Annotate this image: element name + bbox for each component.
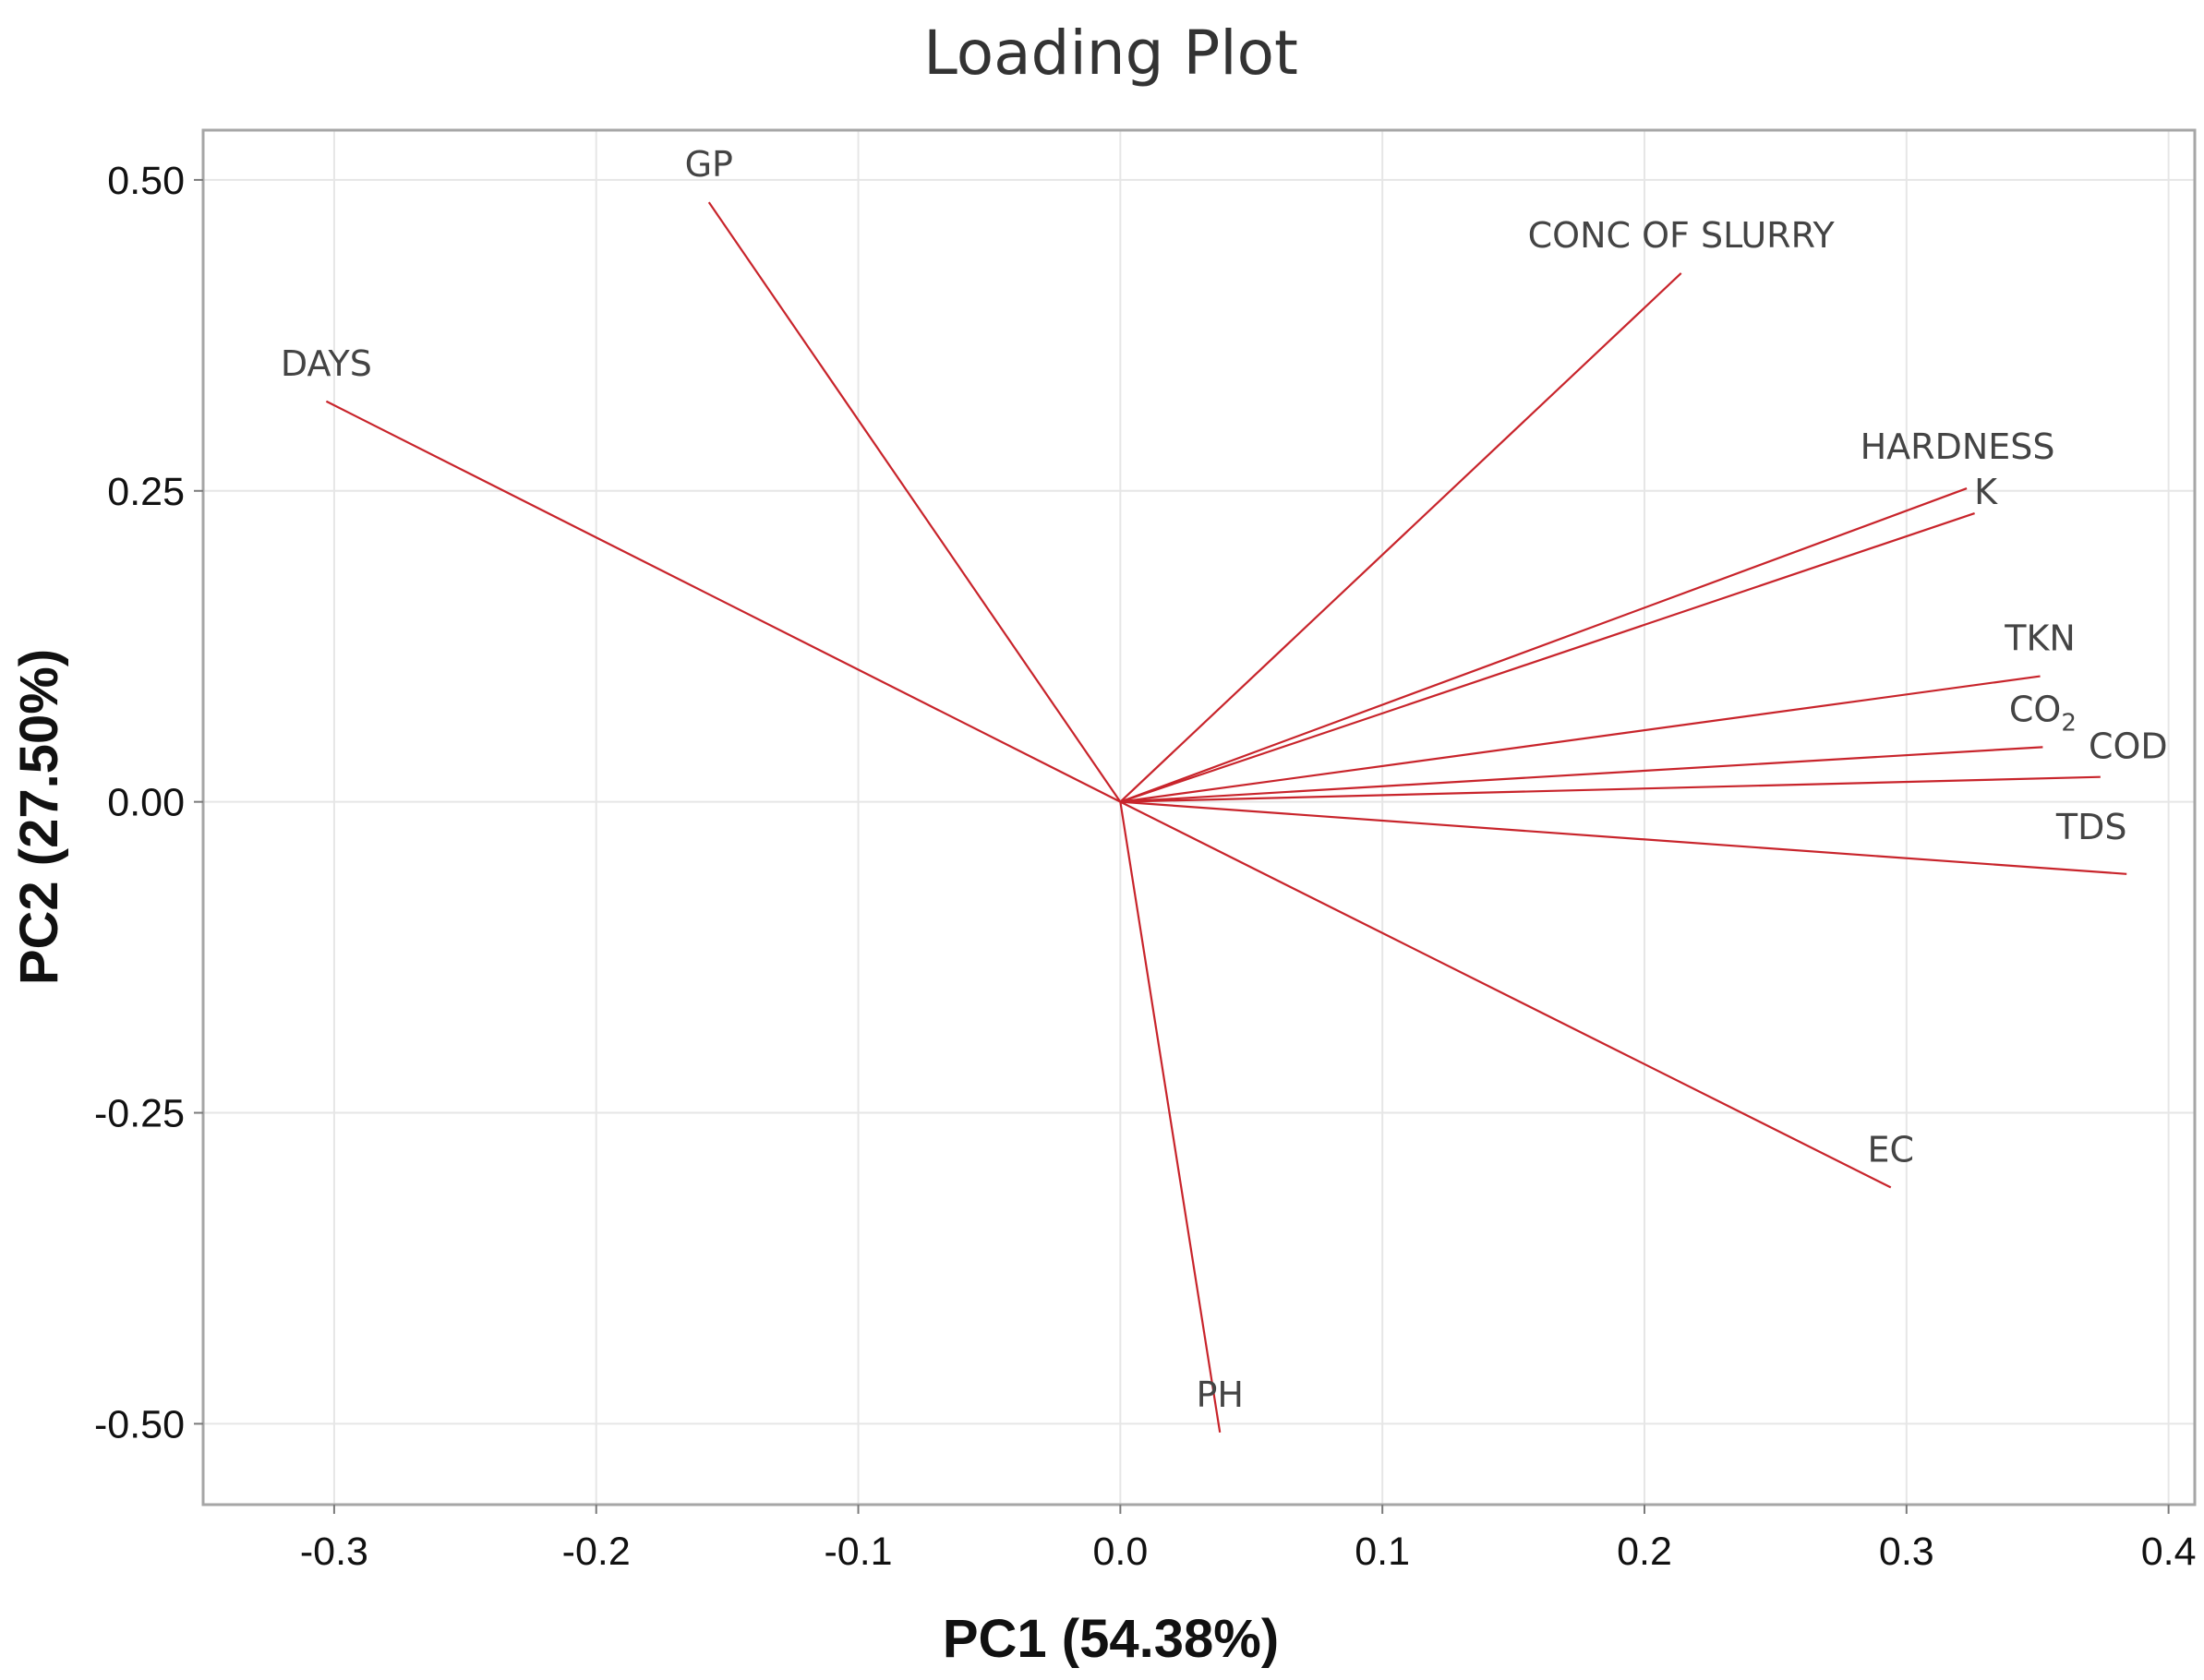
loading-vector-days	[325, 400, 1121, 803]
variable-label: CO2	[2009, 689, 2077, 737]
x-tick-label: -0.2	[562, 1530, 631, 1574]
grid	[203, 130, 2195, 1505]
loading-vector-ec	[1119, 800, 1892, 1189]
tick-marks	[194, 178, 2170, 1514]
x-tick-label: 0.1	[1355, 1530, 1410, 1574]
x-axis-title: PC1 (54.38%)	[943, 1609, 1279, 1669]
variable-label: TDS	[2055, 807, 2127, 847]
y-tick-label: -0.25	[94, 1092, 185, 1136]
x-tick-label: 0.3	[1879, 1530, 1934, 1574]
variable-label: DAYS	[281, 343, 372, 384]
y-axis-title: PC2 (27.50%)	[9, 649, 69, 985]
loading-vector-tkn	[1120, 675, 2041, 803]
variable-label: TKN	[2004, 618, 2076, 659]
loading-vectors	[325, 201, 2127, 1434]
variable-label: GP	[685, 144, 733, 185]
variable-label: EC	[1868, 1129, 1915, 1170]
chart-title: Loading Plot	[923, 18, 1298, 89]
y-tick-label: 0.00	[107, 781, 185, 825]
variable-labels: DAYS GP CONC OF SLURRY HARDNESS K TKN CO2 COD TD…	[281, 144, 2168, 1415]
loading-vector-tds	[1120, 800, 2127, 875]
x-tick-label: 0.0	[1092, 1530, 1148, 1574]
y-tick-label: -0.50	[94, 1402, 185, 1446]
variable-label: HARDNESS	[1861, 426, 2055, 467]
x-axis-tick-labels: -0.3 -0.2 -0.1 0.0 0.1 0.2 0.3 0.4	[300, 1530, 2197, 1574]
x-tick-label: -0.1	[824, 1530, 892, 1574]
loading-vector-k	[1120, 511, 1975, 803]
loading-vector-gp	[707, 201, 1122, 803]
loading-vector-ph	[1119, 801, 1222, 1434]
y-tick-label: 0.50	[107, 159, 185, 203]
x-tick-label: 0.4	[2141, 1530, 2197, 1574]
loading-vector-conc-of-slurry	[1119, 272, 1682, 803]
variable-label: K	[1974, 472, 1998, 512]
x-tick-label: 0.2	[1617, 1530, 1672, 1574]
x-tick-label: -0.3	[300, 1530, 368, 1574]
plot-frame	[201, 128, 2197, 1506]
variable-label: CONC OF SLURRY	[1528, 215, 1836, 256]
loading-vector-cod	[1120, 775, 2101, 803]
y-tick-label: 0.25	[107, 470, 185, 514]
variable-label: PH	[1196, 1374, 1244, 1415]
loading-vector-co2	[1120, 746, 2043, 803]
loading-vector-hardness	[1119, 487, 1968, 803]
variable-label: COD	[2089, 726, 2168, 767]
y-axis-tick-labels: 0.50 0.25 0.00 -0.25 -0.50	[94, 159, 185, 1447]
